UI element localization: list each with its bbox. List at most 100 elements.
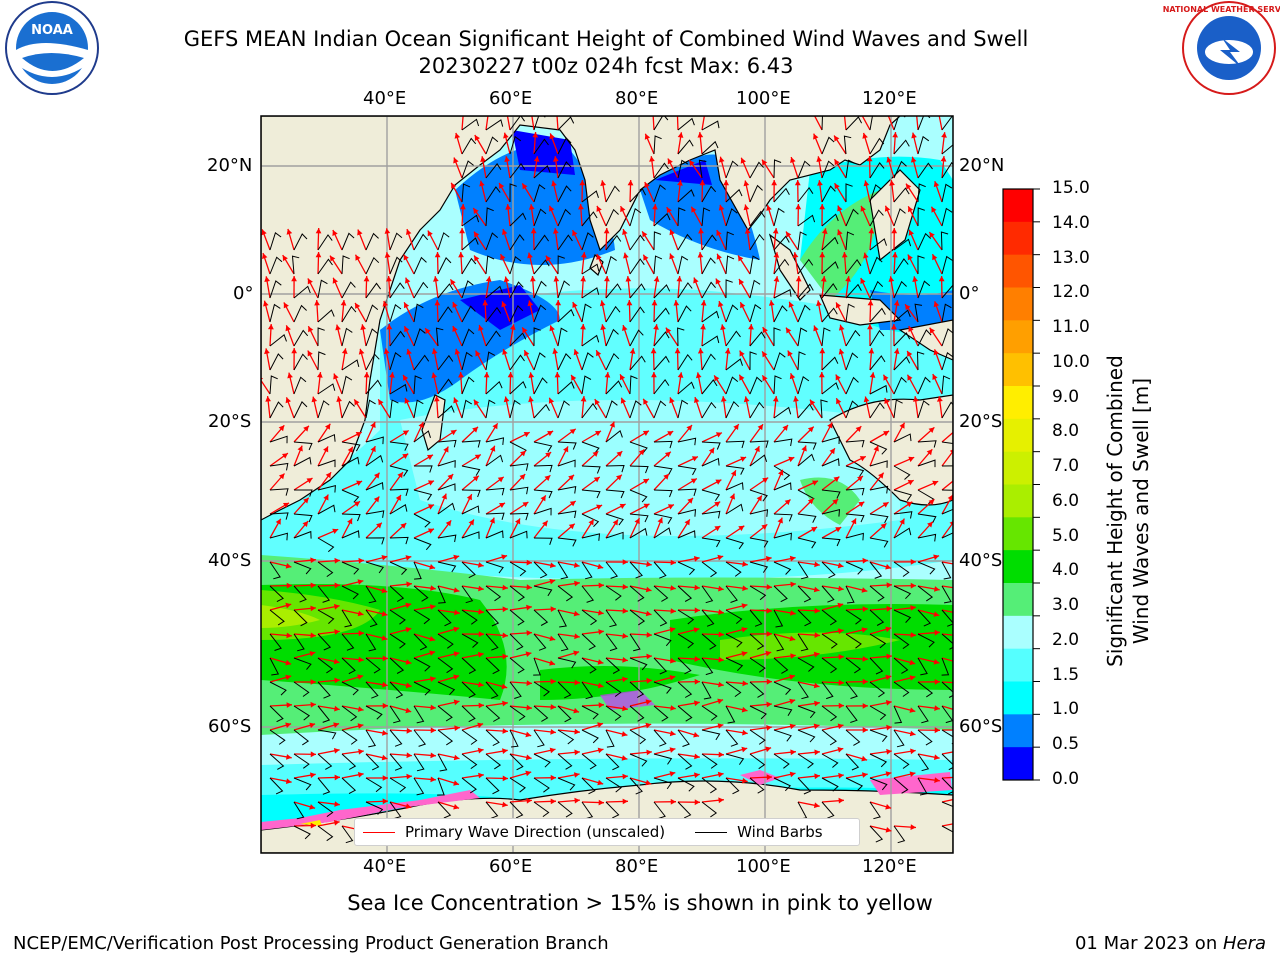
wind-barb — [773, 681, 792, 695]
wind-barb — [557, 234, 573, 251]
wave-arrow-head — [673, 300, 680, 306]
wind-barb — [485, 232, 499, 251]
wind-barb — [893, 208, 906, 227]
wave-arrow-head — [502, 606, 508, 613]
wind-barb — [605, 352, 620, 371]
lon-label-top: 100°E — [736, 88, 791, 109]
wave-arrow-head — [667, 504, 674, 510]
wave-arrow-head — [310, 772, 316, 779]
wave-arrow-head — [430, 727, 436, 734]
wave-arrow-head — [646, 653, 652, 660]
wave-arrow-head — [427, 454, 433, 460]
wave-arrow-head — [573, 650, 580, 656]
wind-barb — [797, 231, 807, 251]
wave-arrow-head — [909, 675, 916, 681]
wind-barb — [509, 753, 524, 771]
wave-arrow-head — [395, 494, 401, 501]
wind-barb — [845, 729, 861, 746]
colorbar-segment — [1003, 320, 1033, 354]
wave-arrow-head — [596, 504, 603, 510]
wave-arrow-head — [912, 276, 918, 282]
wind-barb — [797, 327, 808, 347]
wind-barb — [291, 255, 300, 275]
wind-barb — [413, 561, 422, 580]
wind-barb — [413, 430, 431, 443]
wave-arrow-head — [765, 650, 772, 657]
colorbar-segment — [1003, 583, 1033, 617]
wind-barb — [581, 657, 597, 674]
wind-barb — [509, 681, 522, 699]
wind-barb — [581, 211, 598, 227]
colorbar-label: 6.0 — [1052, 490, 1080, 511]
wind-barb — [509, 255, 522, 275]
wind-barb — [293, 441, 313, 451]
wave-arrow-head — [664, 451, 671, 458]
wind-barb — [869, 753, 888, 768]
wind-barb — [749, 705, 767, 720]
wind-barb — [677, 139, 694, 155]
wave-arrow-head — [743, 396, 750, 403]
wave-arrow-head — [405, 627, 412, 633]
map-area — [261, 116, 953, 853]
wind-barb — [797, 657, 815, 672]
wave-arrow-head — [645, 610, 652, 617]
wind-barb — [677, 189, 695, 203]
wind-barb — [341, 633, 355, 651]
wind-barb — [725, 561, 742, 577]
wind-barb — [533, 304, 547, 323]
wave-arrow-head — [837, 723, 844, 730]
wind-barb — [461, 609, 478, 625]
wave-arrow-head — [597, 563, 604, 570]
wave-arrow-head — [382, 300, 389, 307]
wind-barb — [509, 486, 529, 495]
wind-barb — [269, 303, 281, 323]
wind-barb — [341, 456, 360, 467]
wind-barb — [725, 255, 735, 275]
wave-arrow-head — [868, 348, 875, 354]
wind-barb — [917, 681, 934, 698]
wave-arrow-head — [835, 527, 842, 533]
wave-arrow-head — [789, 373, 796, 380]
wind-barb — [917, 135, 930, 155]
wave-arrow-head — [838, 324, 845, 331]
wind-barb — [557, 585, 574, 602]
lon-label-top: 40°E — [363, 88, 407, 109]
wave-arrow-head — [600, 180, 606, 186]
wave-arrow-head — [814, 773, 820, 780]
wave-arrow-head — [549, 133, 555, 140]
wind-barb — [629, 527, 648, 539]
wind-barb — [797, 283, 814, 299]
wind-barb — [797, 453, 815, 467]
wind-barb — [677, 609, 695, 625]
wave-arrow-head — [306, 478, 313, 484]
wave-arrow-head — [574, 749, 580, 756]
wind-barb — [485, 186, 501, 203]
wind-barb — [941, 825, 953, 840]
wave-arrow-head — [452, 326, 458, 332]
wave-arrow-head — [748, 324, 754, 330]
wave-arrow-head — [697, 132, 704, 138]
wind-barb — [557, 459, 576, 468]
wave-arrow-head — [574, 797, 580, 804]
wave-arrow-head — [829, 448, 835, 455]
wind-barb — [893, 609, 912, 623]
wave-arrow-head — [358, 656, 364, 663]
wind-barb — [557, 753, 573, 770]
wind-barb — [917, 459, 936, 468]
wave-arrow-head — [773, 252, 780, 258]
wave-arrow-head — [533, 156, 540, 162]
wave-arrow-head — [885, 626, 892, 633]
wave-arrow-head — [333, 748, 340, 754]
wave-direction-arrow — [261, 379, 271, 395]
wave-arrow-head — [307, 278, 313, 285]
wave-arrow-head — [357, 610, 364, 617]
wave-arrow-head — [907, 480, 914, 486]
wind-barb — [869, 280, 884, 299]
wind-barb — [701, 457, 720, 467]
wave-arrow-head — [515, 518, 521, 525]
wind-barb — [773, 585, 788, 603]
wave-arrow-head — [645, 586, 652, 593]
wind-barb — [509, 354, 525, 371]
wave-arrow-head — [790, 581, 796, 588]
lat-label-right: 40°S — [959, 550, 1003, 571]
